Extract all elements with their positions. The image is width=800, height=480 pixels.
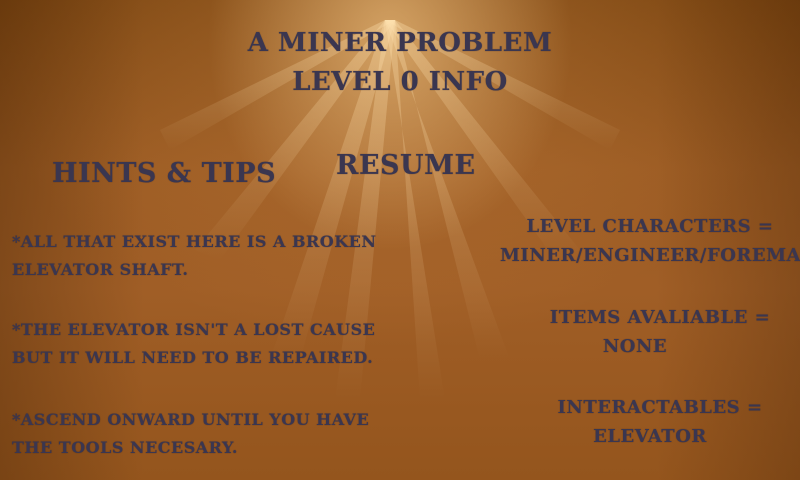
level-info-title: Level 0 Info [292,67,508,97]
resume-button[interactable]: Resume [336,150,476,181]
characters-label: Level Characters = [526,216,774,237]
hints-heading: Hints & Tips [52,158,277,189]
hint-item-1: *All that exist here is a broken elevato… [12,232,377,279]
game-title: A Miner Problem [247,28,553,58]
interactables-label: Interactables = [557,397,763,418]
interactables-value: Elevator [593,426,707,447]
items-label: Items Avaliable = [549,307,771,328]
items-value: None [602,336,668,357]
characters-value: Miner/Engineer/Foreman [500,245,800,266]
hint-item-3: *Ascend onward until you have the tools … [12,410,370,457]
hint-item-2: *The elevator isn't a lost cause but it … [12,320,376,367]
